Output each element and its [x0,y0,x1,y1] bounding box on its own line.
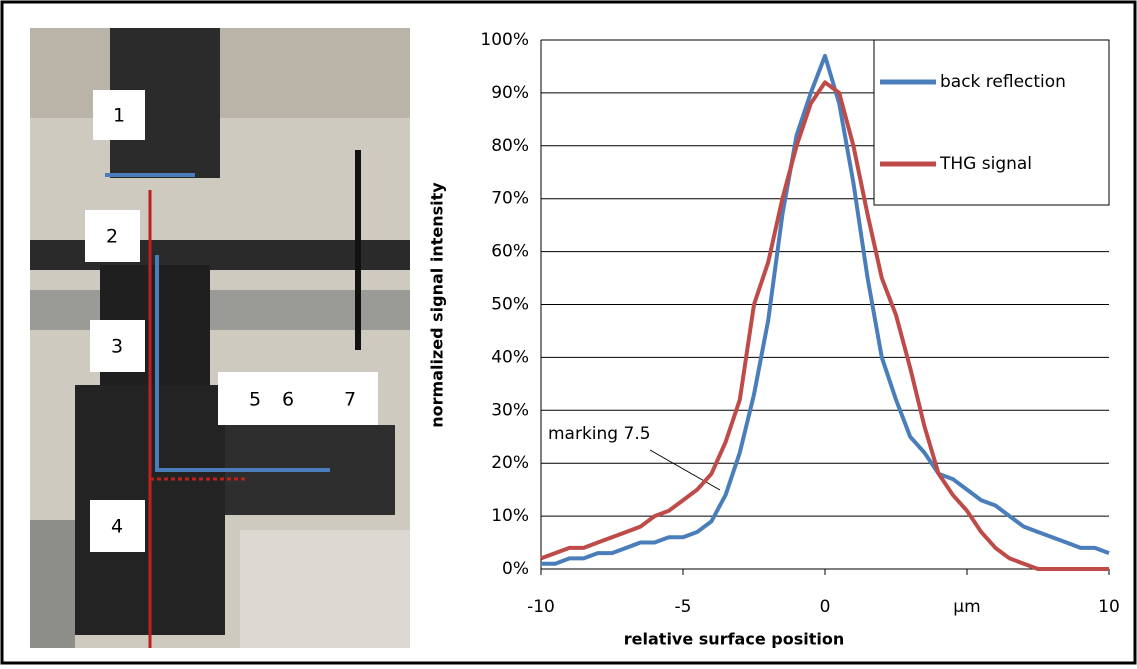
legend-label: back reflection [940,72,1066,92]
photo-rail [30,290,410,330]
x-axis-label: relative surface position [624,630,844,649]
x-tick-label: -10 [527,597,555,617]
photo-label: 2 [106,226,118,248]
y-tick-label: 100% [480,30,529,50]
x-tick-label: 0 [820,597,831,617]
photo-cable [355,150,361,350]
annotation-arrow [649,449,721,491]
blue-beam [155,255,330,472]
legend-box [873,39,1110,206]
y-tick-label: 40% [491,347,529,367]
y-tick-label: 0% [502,559,529,579]
y-tick-label: 90% [491,83,529,103]
label-box [90,320,145,372]
y-tick-label: 50% [491,295,529,315]
photo-label: 7 [344,389,356,411]
label-box [85,210,140,262]
y-tick-label: 80% [491,136,529,156]
photo-label: 3 [111,336,123,358]
photo-label: 4 [111,516,123,538]
y-tick-label: 70% [491,189,529,209]
label-box [93,90,145,140]
x-tick-label: 10 [1098,597,1120,617]
photo-label: 1 [113,105,125,127]
photo-post [30,520,75,648]
photo-label: 5 [249,389,261,411]
y-tick-label: 60% [491,242,529,262]
series-line [540,80,1109,571]
y-tick-label: 10% [491,506,529,526]
label-box [218,372,378,425]
legend-label: THG signal [939,154,1032,174]
x-tick-label: µm [953,597,980,617]
series-line [541,53,1110,566]
annotation: marking 7.5 [548,424,651,444]
x-tick-label: -5 [675,597,692,617]
y-tick-label: 20% [491,453,529,473]
y-axis-label: normalized signal intensity [428,182,447,428]
label-box [90,500,145,552]
y-tick-label: 30% [491,400,529,420]
photo: 1 2 3 4 5 6 7 [30,28,410,648]
photo-label: 6 [282,389,294,411]
photo-table [240,530,410,648]
